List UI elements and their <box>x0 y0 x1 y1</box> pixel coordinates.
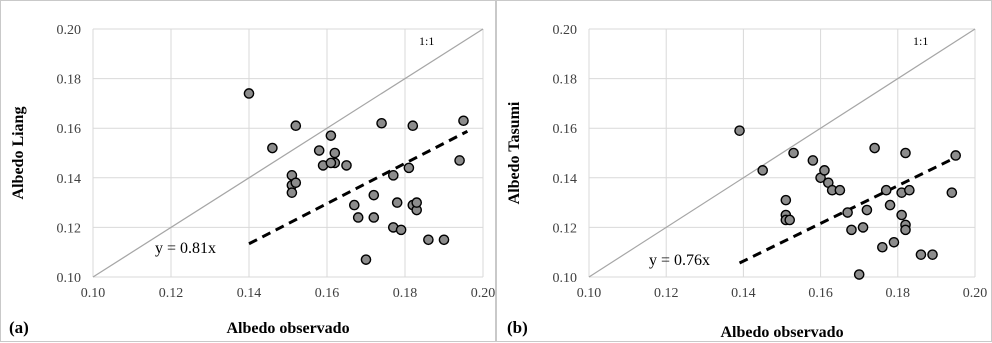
data-point <box>861 204 873 216</box>
data-point <box>757 165 769 176</box>
data-point <box>348 199 360 211</box>
data-point <box>946 187 958 198</box>
data-point <box>846 224 857 236</box>
x-tick-label: 0.10 <box>81 286 106 301</box>
data-point <box>853 269 865 280</box>
data-point <box>376 117 387 129</box>
data-point <box>884 199 896 211</box>
x-tick-label: 0.16 <box>315 286 340 301</box>
y-tick-label: 0.16 <box>553 122 578 137</box>
x-axis-title: Albedo observado <box>720 324 843 341</box>
panel-label: (b) <box>507 318 528 337</box>
data-point <box>341 160 352 171</box>
data-point <box>896 209 907 221</box>
y-tick-label: 0.10 <box>57 271 82 286</box>
data-point <box>915 249 927 260</box>
y-tick-label: 0.10 <box>553 271 578 286</box>
chart-panel-a: 0.10 0.12 0.14 0.16 0.18 0.20 0.10 0.12 0.14 0.16… <box>0 0 496 342</box>
data-point <box>325 130 337 141</box>
data-point <box>407 120 419 132</box>
data-point <box>360 254 372 265</box>
y-tick-label: 0.16 <box>57 122 82 137</box>
chart-a-svg: 0.10 0.12 0.14 0.16 0.18 0.20 0.10 0.12 0.14 0.16… <box>9 23 496 337</box>
x-tick-label: 0.20 <box>471 286 496 301</box>
x-tick-label: 0.12 <box>159 286 184 301</box>
data-point <box>313 145 325 156</box>
data-point <box>834 184 846 196</box>
data-point <box>888 236 900 248</box>
data-point <box>869 142 880 154</box>
data-point <box>438 234 450 246</box>
data-point <box>734 125 745 136</box>
x-tick-label: 0.14 <box>237 286 262 301</box>
y-tick-label: 0.12 <box>57 221 82 236</box>
y-tick-label: 0.18 <box>57 73 82 88</box>
data-point <box>368 189 380 201</box>
y-tick-label: 0.20 <box>57 23 82 38</box>
data-point <box>368 212 380 223</box>
data-point <box>458 115 469 127</box>
data-point <box>329 147 341 159</box>
data-point <box>423 234 434 246</box>
data-point <box>784 214 796 226</box>
y-tick-label: 0.14 <box>553 172 578 187</box>
x-tick-label: 0.20 <box>963 286 988 301</box>
identity-label: 1:1 <box>913 34 928 48</box>
x-tick-label: 0.18 <box>886 286 911 301</box>
data-point <box>403 162 415 174</box>
data-point <box>950 150 962 161</box>
data-point <box>842 207 853 218</box>
data-point <box>807 155 819 166</box>
data-point <box>880 184 892 196</box>
data-point <box>857 222 869 233</box>
data-point <box>352 212 364 223</box>
data-point <box>243 88 255 99</box>
y-axis-title: Albedo Tasumi <box>506 101 523 204</box>
data-point <box>900 224 911 236</box>
y-tick-label: 0.12 <box>553 221 578 236</box>
data-point <box>391 197 403 208</box>
data-point <box>877 241 888 253</box>
x-tick-label: 0.18 <box>393 286 418 301</box>
y-tick-label: 0.18 <box>553 73 578 88</box>
identity-line <box>92 28 484 278</box>
chart-panel-b: 0.10 0.12 0.14 0.16 0.18 0.20 0.10 0.12 0.14 0.16… <box>496 0 992 342</box>
data-point <box>900 147 911 159</box>
panel-label: (a) <box>9 318 29 337</box>
data-point <box>290 120 302 132</box>
identity-line <box>588 28 976 278</box>
x-axis-title: Albedo observado <box>226 320 349 337</box>
x-tick-label: 0.10 <box>577 286 602 301</box>
data-point <box>325 157 337 169</box>
data-point <box>387 170 399 181</box>
data-point <box>819 165 830 176</box>
data-point <box>395 224 407 236</box>
fit-equation-label: y = 0.76x <box>649 252 710 269</box>
y-tick-label: 0.14 <box>57 172 82 187</box>
data-point <box>286 187 298 198</box>
data-point <box>290 177 302 189</box>
data-point <box>267 142 278 154</box>
fit-line <box>248 129 469 246</box>
x-tick-label: 0.12 <box>654 286 679 301</box>
chart-b-svg: 0.10 0.12 0.14 0.16 0.18 0.20 0.10 0.12 0.14 0.16… <box>506 23 988 341</box>
x-tick-label: 0.16 <box>808 286 833 301</box>
y-axis-title: Albedo Liang <box>10 107 27 200</box>
data-point <box>904 184 915 196</box>
data-point <box>927 249 938 260</box>
data-point <box>780 194 792 206</box>
fit-equation-label: y = 0.81x <box>155 240 216 257</box>
data-point <box>788 147 799 159</box>
data-point <box>454 155 465 166</box>
x-tick-label: 0.14 <box>731 286 756 301</box>
data-point <box>411 197 423 208</box>
identity-label: 1:1 <box>419 34 434 48</box>
y-tick-label: 0.20 <box>553 23 578 38</box>
